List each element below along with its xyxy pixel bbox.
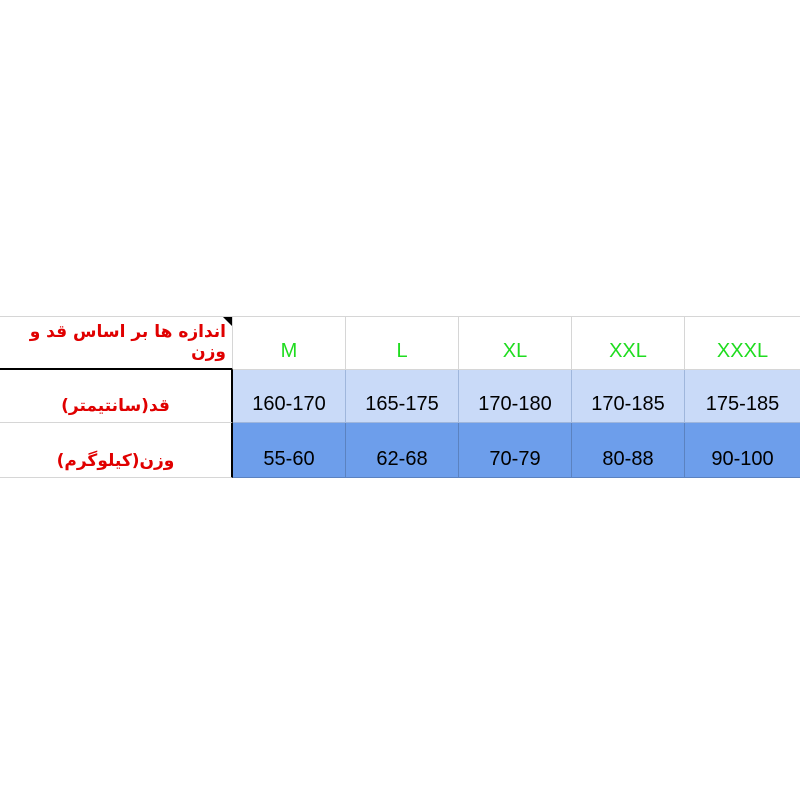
height-value[interactable]: 160-170 (233, 370, 346, 423)
size-xl[interactable]: XL (459, 317, 572, 370)
height-value[interactable]: 170-185 (572, 370, 685, 423)
header-label: اندازه ها بر اساس قد و وزن (29, 322, 226, 362)
weight-value[interactable]: 55-60 (233, 423, 346, 478)
weight-label[interactable]: وزن(کیلوگرم) (0, 423, 233, 478)
size-l[interactable]: L (346, 317, 459, 370)
weight-row: وزن(کیلوگرم) 55-60 62-68 70-79 80-88 90-… (0, 423, 800, 478)
size-table: اندازه ها بر اساس قد و وزن M L XL XXL XX… (0, 316, 800, 478)
weight-value[interactable]: 70-79 (459, 423, 572, 478)
height-value[interactable]: 170-180 (459, 370, 572, 423)
height-label[interactable]: قد(سانتیمتر) (0, 370, 233, 423)
height-value[interactable]: 175-185 (685, 370, 800, 423)
height-row: قد(سانتیمتر) 160-170 165-175 170-180 170… (0, 370, 800, 423)
weight-value[interactable]: 62-68 (346, 423, 459, 478)
size-xxl[interactable]: XXL (572, 317, 685, 370)
size-xxxl[interactable]: XXXL (685, 317, 800, 370)
size-m[interactable]: M (233, 317, 346, 370)
height-value[interactable]: 165-175 (346, 370, 459, 423)
filter-triangle-icon (223, 317, 232, 326)
header-row: اندازه ها بر اساس قد و وزن M L XL XXL XX… (0, 317, 800, 370)
header-label-cell[interactable]: اندازه ها بر اساس قد و وزن (0, 317, 233, 370)
weight-value[interactable]: 80-88 (572, 423, 685, 478)
weight-value[interactable]: 90-100 (685, 423, 800, 478)
